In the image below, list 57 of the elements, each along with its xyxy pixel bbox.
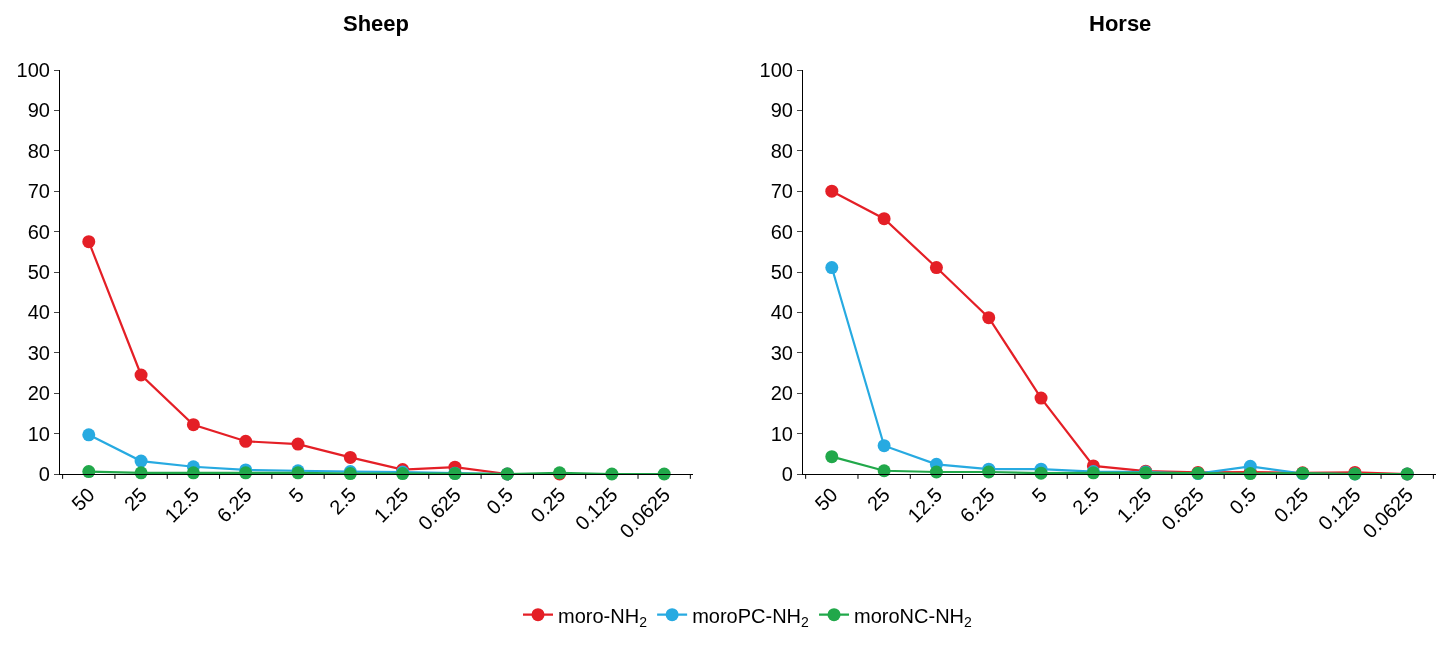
y-tick-label: 100 <box>16 59 50 81</box>
legend-label: moro-NH$_{2}$ <box>558 604 648 630</box>
point <box>82 235 96 249</box>
point <box>82 465 96 479</box>
y-tick-label: 20 <box>27 382 50 405</box>
x-tick-label: 50 <box>810 483 842 515</box>
y-tick-label: 100 <box>759 59 793 81</box>
point <box>186 418 200 432</box>
point <box>134 368 148 382</box>
y-tick-label: 50 <box>770 261 793 283</box>
point <box>82 428 96 442</box>
y-tick-label: 50 <box>27 261 50 283</box>
y-tick-label: 30 <box>27 341 50 364</box>
y-tick-label: 0 <box>781 463 793 485</box>
y-tick-label: 80 <box>770 139 793 162</box>
x-tick-label: 25 <box>862 483 895 515</box>
y-tick-label: 20 <box>770 382 793 405</box>
x-tick-label: 0.5 <box>1224 483 1261 519</box>
point <box>929 261 943 275</box>
point <box>825 261 839 275</box>
x-tick-label: 5 <box>284 483 308 507</box>
y-tick-label: 40 <box>27 301 50 324</box>
x-tick-label: 6.25 <box>955 483 999 527</box>
legend-label: moroNC-NH$_{2}$ <box>854 604 973 630</box>
point <box>1034 391 1048 405</box>
y-tick-label: 80 <box>27 139 50 162</box>
x-tick-label: 2.5 <box>325 483 361 519</box>
y-tick-label: 90 <box>27 99 50 122</box>
y-tick-label: 10 <box>770 422 793 445</box>
y-tick-label: 70 <box>27 180 50 203</box>
point <box>343 450 357 464</box>
x-tick-label: 0.5 <box>481 483 518 519</box>
y-tick-label: 30 <box>770 341 793 364</box>
y-tick-label: 60 <box>770 220 793 243</box>
y-tick-label: 90 <box>770 99 793 122</box>
chart-title: Sheep <box>343 11 410 36</box>
legend-label: moroPC-NH$_{2}$ <box>692 604 810 630</box>
point <box>825 450 839 464</box>
point <box>134 454 148 468</box>
point <box>877 212 891 226</box>
x-tick-label: 2.5 <box>1068 483 1104 519</box>
y-tick-label: 60 <box>27 220 50 243</box>
point <box>929 465 943 479</box>
y-tick-label: 40 <box>770 301 793 324</box>
x-tick-label: 50 <box>67 483 99 515</box>
x-tick-label: 5 <box>1027 483 1051 507</box>
x-tick-label: 6.25 <box>212 483 256 527</box>
x-tick-label: 25 <box>119 483 151 515</box>
y-tick-label: 10 <box>27 422 50 445</box>
chart-title: Horse <box>1089 11 1152 36</box>
point <box>825 184 839 198</box>
y-tick-label: 70 <box>770 180 793 203</box>
y-tick-label: 0 <box>38 463 50 485</box>
point <box>239 434 253 448</box>
point <box>291 437 305 451</box>
point <box>877 439 891 453</box>
point <box>982 311 996 325</box>
